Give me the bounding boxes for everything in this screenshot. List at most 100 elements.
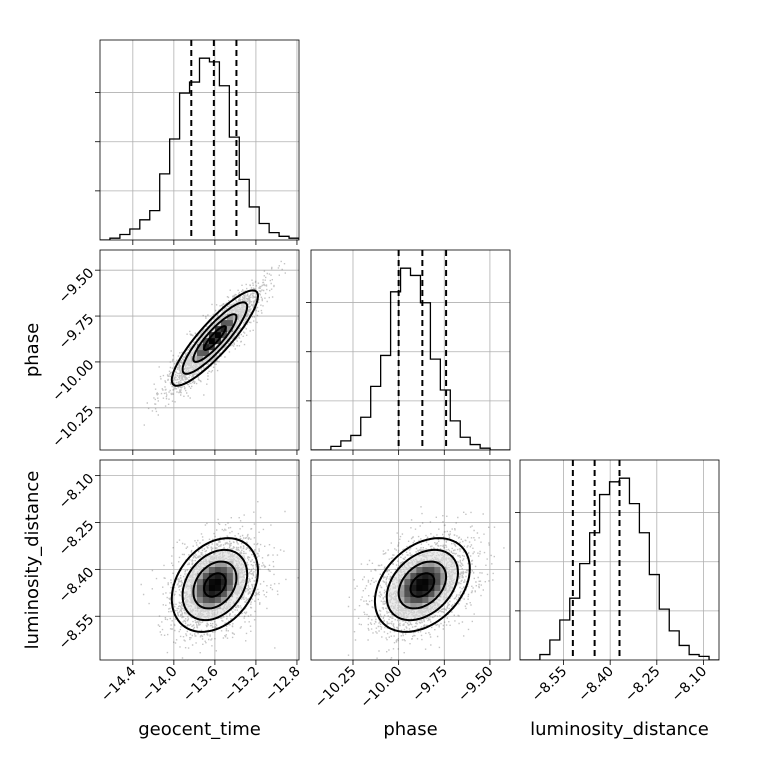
density-cell [416, 597, 423, 604]
density-cell [404, 591, 411, 598]
density-cell [440, 567, 447, 574]
density-cell [232, 308, 240, 315]
density-cell [446, 573, 453, 580]
x-axis-label-geocent_time: geocent_time [138, 719, 261, 740]
density-cell [416, 591, 423, 598]
density-cell [404, 597, 411, 604]
density-cell [410, 597, 417, 604]
x-tick-label: −8.10 [669, 664, 711, 706]
contour-0 [203, 572, 227, 598]
density-cell [196, 615, 204, 622]
density-cell [440, 579, 447, 586]
density-cell [422, 567, 429, 574]
samples-phase-luminosity_distance [347, 506, 505, 660]
contour-0 [203, 325, 227, 351]
x-tick-label: −12.8 [262, 664, 304, 706]
density-cell [422, 555, 429, 562]
contour-3 [373, 537, 471, 633]
density-cell [398, 591, 405, 598]
density-cell [202, 609, 210, 616]
density-cell [452, 579, 459, 586]
density-cell [202, 573, 210, 580]
density-cell [416, 603, 423, 610]
density-cell [392, 603, 399, 610]
density-cell [196, 573, 204, 580]
density-cell [196, 362, 204, 369]
contour-2 [181, 548, 249, 622]
density-cell [404, 603, 411, 610]
density-cell [386, 585, 393, 592]
density-cell [190, 362, 198, 369]
density-cell [446, 561, 453, 568]
density-cell [220, 332, 228, 339]
density-cell [208, 579, 216, 586]
density-cell [404, 609, 411, 616]
density-cell [404, 585, 411, 592]
density-cell [202, 597, 210, 604]
density-cell [202, 350, 210, 357]
density-cell [214, 585, 222, 592]
density-cell [214, 332, 222, 339]
density-cell [226, 585, 234, 592]
density-cell [428, 597, 435, 604]
density-cell [196, 609, 204, 616]
density-cell [392, 609, 399, 616]
density-cell [232, 591, 240, 598]
density-cell [184, 579, 192, 586]
density-cell [422, 609, 429, 616]
density-cell [226, 573, 234, 580]
density-cell [434, 603, 441, 610]
density-cell [428, 603, 435, 610]
panel-frame [519, 459, 720, 661]
density-cell [190, 567, 198, 574]
panel-geocent_time-luminosity_distance: −8.55 −8.40−8.25 −8.10 −14.4 −14.0 −13.6 −13.2… [56, 459, 304, 706]
density-cell [226, 591, 234, 598]
density-cell [428, 549, 435, 556]
density-cell [208, 615, 216, 622]
density-cell [386, 597, 393, 604]
density-cell [184, 362, 192, 369]
density-cell [392, 597, 399, 604]
density-cell [386, 591, 393, 598]
density-cell [446, 555, 453, 562]
density-cell [196, 579, 204, 586]
y-tick-label: −10.25 [49, 403, 97, 451]
density-cell [220, 609, 228, 616]
density-phase-luminosity_distance [386, 549, 459, 622]
density-cell [386, 603, 393, 610]
density-cell [422, 585, 429, 592]
density-cell [416, 555, 423, 562]
density-cell [232, 585, 240, 592]
density-cell [392, 585, 399, 592]
density-cell [238, 302, 246, 309]
density-cell [220, 320, 228, 327]
y-tick-label: −8.10 [56, 471, 98, 513]
density-cell [214, 579, 222, 586]
density-cell [214, 555, 222, 562]
density-cell [410, 585, 417, 592]
density-cell [440, 597, 447, 604]
density-cell [184, 597, 192, 604]
density-cell [220, 561, 228, 568]
density-cell [410, 615, 417, 622]
sample-points [347, 506, 505, 660]
grid-lines [311, 250, 510, 450]
density-cell [440, 573, 447, 580]
panel-frame [99, 459, 300, 661]
density-cell [398, 609, 405, 616]
density-cell [422, 573, 429, 580]
density-cell [202, 344, 210, 351]
density-cell [190, 579, 198, 586]
density-cell [434, 567, 441, 574]
density-cell [196, 350, 204, 357]
density-cell [416, 609, 423, 616]
density-cell [214, 597, 222, 604]
x-tick-label: −13.6 [180, 663, 222, 705]
density-cell [208, 603, 216, 610]
density-cell [398, 603, 405, 610]
density-cell [416, 579, 423, 586]
density-cell [208, 591, 216, 598]
density-cell [392, 591, 399, 598]
density-cell [398, 597, 405, 604]
panel-frame [310, 249, 511, 451]
